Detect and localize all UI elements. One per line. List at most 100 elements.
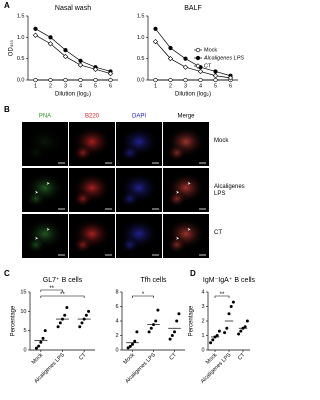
marker — [33, 26, 38, 31]
marker — [48, 77, 53, 83]
significance-label: ** — [60, 292, 65, 298]
x-tick-label: 2 — [169, 83, 172, 89]
tissue-signal — [119, 144, 140, 162]
y-tick-label: 1.5 — [17, 13, 25, 19]
dot — [217, 329, 221, 333]
tissue-signal — [72, 144, 93, 162]
marker — [183, 77, 188, 83]
tissue-signal — [119, 236, 140, 254]
tissue-signal — [72, 190, 93, 208]
marker — [93, 77, 98, 83]
marker — [153, 26, 158, 31]
tissue-signal — [25, 236, 46, 254]
y-tick-label: 1 — [201, 333, 204, 339]
significance-bracket — [132, 295, 154, 298]
x-tick-label: 6 — [229, 83, 232, 89]
legend-marker — [195, 63, 201, 69]
dot — [149, 326, 153, 330]
y-tick-label: 15 — [20, 289, 26, 295]
significance-label: ** — [220, 292, 225, 298]
y-tick-label: 4 — [115, 318, 118, 324]
panel-label: D — [190, 269, 196, 278]
marker — [32, 32, 39, 38]
arrowhead — [176, 190, 180, 194]
dot — [177, 312, 181, 316]
y-tick-label: 0.5 — [137, 56, 145, 62]
arrowhead — [35, 190, 39, 194]
x-tick-label: 5 — [214, 83, 217, 89]
arrowhead — [35, 236, 39, 240]
tissue-signal — [25, 144, 46, 162]
y-tick-label: 0.0 — [17, 77, 25, 83]
chart-title: BALF — [184, 5, 202, 12]
panel-label: C — [4, 269, 10, 278]
x-tick-label: 3 — [184, 83, 187, 89]
x-tick-label: 4 — [199, 83, 202, 89]
x-tick-label: 1 — [34, 83, 37, 89]
dot — [215, 334, 219, 337]
panel-label: B — [4, 105, 10, 114]
marker — [168, 77, 173, 83]
dot — [225, 326, 229, 330]
x-tick-label: Mock — [31, 352, 45, 366]
marker — [48, 35, 53, 40]
y-tick-label: 3 — [201, 304, 204, 310]
y-tick-label: 1.0 — [17, 35, 25, 41]
dot — [41, 336, 45, 340]
marker — [107, 70, 114, 77]
significance-label: * — [142, 292, 145, 298]
figure: A B C D PNA B220 DAPI Merge Nasal wash 0.0 0.5 1.0 1… — [4, 1, 256, 385]
dot — [135, 330, 139, 334]
y-tick-label: 6 — [115, 304, 118, 310]
dot — [133, 339, 137, 343]
channel-header: B220 — [85, 114, 100, 120]
marker — [198, 77, 203, 83]
y-tick-label: 4 — [201, 289, 204, 295]
tissue-signal — [119, 190, 140, 208]
marker — [183, 56, 188, 61]
y-tick-label: 8 — [115, 289, 118, 295]
dot — [154, 319, 158, 323]
panel-label: A — [4, 1, 10, 10]
dot — [223, 331, 227, 335]
series-line — [155, 41, 231, 79]
marker — [213, 69, 218, 74]
tissue-signal — [166, 190, 187, 208]
y-tick-label: 2 — [115, 333, 118, 339]
dot — [84, 313, 88, 317]
tissue-signal — [166, 144, 187, 162]
dot — [63, 313, 67, 317]
significance-label: ** — [49, 286, 54, 292]
y-tick-label: 0.5 — [17, 56, 25, 62]
marker — [167, 56, 174, 62]
marker — [197, 68, 204, 75]
marker — [78, 58, 83, 63]
dot — [173, 330, 176, 334]
marker — [153, 77, 158, 83]
arrowhead — [187, 227, 191, 231]
dot — [237, 332, 241, 336]
x-tick-label: CT — [237, 352, 247, 362]
y-tick-label: 0 — [23, 347, 26, 353]
x-tick-label: 1 — [154, 83, 157, 89]
x-tick-label: 5 — [94, 83, 97, 89]
marker — [227, 75, 234, 81]
marker — [77, 62, 84, 68]
marker — [63, 77, 68, 83]
dot — [147, 330, 151, 334]
dot — [211, 338, 215, 342]
arrowhead — [187, 181, 191, 185]
arrowhead — [176, 236, 180, 240]
arrowhead — [46, 181, 50, 185]
dot — [34, 346, 38, 350]
marker — [62, 53, 69, 60]
marker — [47, 41, 54, 47]
legend-marker — [195, 55, 201, 61]
dot — [58, 321, 62, 325]
x-axis-label: Dilution (log₂) — [175, 92, 211, 98]
significance-bracket — [40, 289, 63, 292]
dot — [37, 344, 41, 348]
marker — [212, 73, 219, 79]
legend-marker — [195, 47, 201, 53]
dot — [209, 341, 213, 345]
